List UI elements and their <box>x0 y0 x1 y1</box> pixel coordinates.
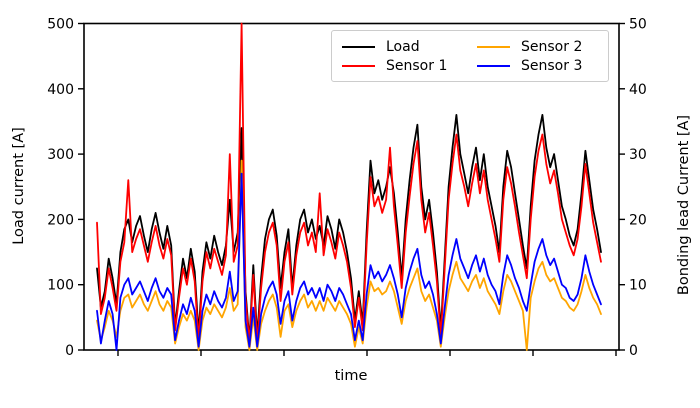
legend-line-swatch-sensor-2 <box>477 45 510 48</box>
legend-item-load: Load <box>342 37 463 56</box>
y-tick-label-right: 20 <box>629 212 647 228</box>
y-axis-label-right: Bonding lead Current [A] <box>676 114 692 296</box>
y-tick-label-right: 10 <box>629 278 647 294</box>
legend-label-sensor-3: Sensor 3 <box>521 57 583 74</box>
y-tick-label-left: 300 <box>47 147 74 163</box>
y-tick-label-right: 30 <box>629 147 647 163</box>
y-tick-label-right: 40 <box>629 82 647 98</box>
series-line-load <box>96 114 602 342</box>
y-tick-label-left: 100 <box>47 278 74 294</box>
legend-label-sensor-2: Sensor 2 <box>521 38 583 55</box>
y-tick-label-left: 0 <box>65 343 74 359</box>
y-axis-label-left: Load current [A] <box>11 127 27 245</box>
legend-line-swatch-sensor-1 <box>342 64 375 67</box>
y-tick-label-right: 0 <box>629 343 638 359</box>
legend-line-swatch-sensor-3 <box>477 64 510 67</box>
legend-item-sensor-2: Sensor 2 <box>477 37 598 56</box>
y-tick-label-left: 500 <box>47 17 74 33</box>
legend: Load Sensor 1 Sensor 2 Sensor 3 <box>331 30 609 82</box>
legend-item-sensor-1: Sensor 1 <box>342 56 463 75</box>
legend-item-sensor-3: Sensor 3 <box>477 56 598 75</box>
legend-label-load: Load <box>386 38 420 55</box>
series-line-sensor-3 <box>96 172 602 351</box>
x-axis-label: time <box>334 368 368 384</box>
y-tick-label-left: 200 <box>47 212 74 228</box>
y-tick-label-left: 400 <box>47 82 74 98</box>
y-tick-label-right: 50 <box>629 17 647 33</box>
series-line-sensor-2 <box>96 159 602 351</box>
legend-line-swatch-load <box>342 45 375 48</box>
plot-area-border <box>83 22 620 351</box>
legend-label-sensor-1: Sensor 1 <box>386 57 448 74</box>
series-line-sensor-1 <box>96 22 602 345</box>
